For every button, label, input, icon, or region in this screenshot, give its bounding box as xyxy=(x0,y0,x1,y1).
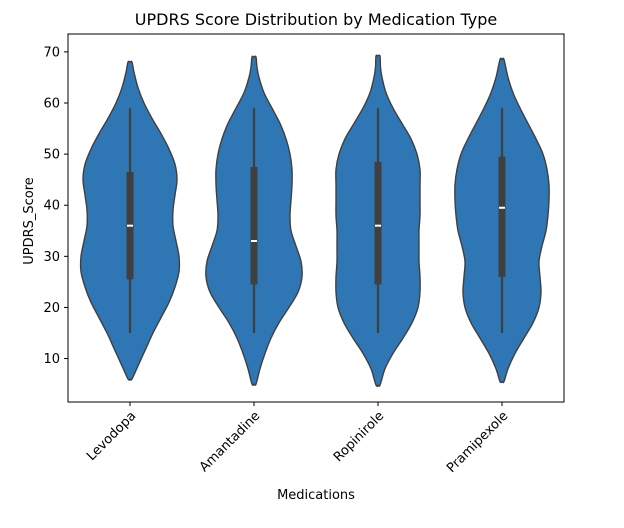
y-tick-label: 60 xyxy=(43,97,60,112)
violin-median-marker xyxy=(499,206,505,209)
x-axis-label: Medications xyxy=(277,488,355,503)
y-tick-label: 50 xyxy=(43,148,60,163)
violin-median-marker xyxy=(127,224,133,227)
violin-median-marker xyxy=(375,224,381,227)
violin-amantadine xyxy=(205,55,303,386)
violin-median-marker xyxy=(251,240,257,242)
y-tick-label: 40 xyxy=(43,199,60,214)
y-tick-label: 30 xyxy=(43,250,60,265)
violins-layer xyxy=(79,54,550,388)
y-tick-label: 10 xyxy=(43,352,60,367)
y-tick-label: 70 xyxy=(43,45,60,60)
violin-iqr-box xyxy=(374,161,382,285)
violin-iqr-box xyxy=(250,166,258,285)
plot-frame xyxy=(67,33,565,403)
violin-levodopa xyxy=(79,60,181,381)
y-axis-label: UPDRS_Score xyxy=(22,177,37,265)
y-tick-label: 20 xyxy=(43,301,60,316)
violin-ropinirole xyxy=(335,54,421,388)
chart-title: UPDRS Score Distribution by Medication T… xyxy=(135,10,497,29)
violin-iqr-box xyxy=(498,156,506,277)
violin-pramipexole xyxy=(454,57,550,384)
